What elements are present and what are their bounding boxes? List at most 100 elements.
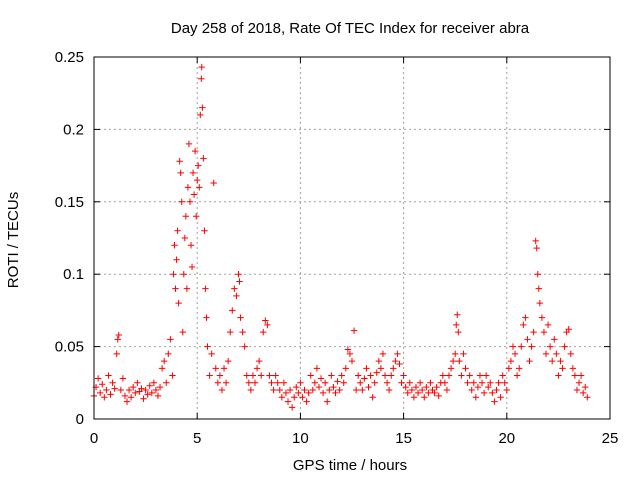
data-point xyxy=(196,184,203,191)
data-point xyxy=(515,365,523,372)
data-point xyxy=(489,389,496,397)
data-point xyxy=(158,365,166,372)
data-point xyxy=(239,328,246,336)
data-point xyxy=(524,336,531,343)
data-point xyxy=(385,386,393,394)
data-point xyxy=(148,389,155,397)
data-point xyxy=(435,392,442,400)
data-point xyxy=(216,372,224,379)
data-point xyxy=(236,278,243,285)
x-tick-label: 5 xyxy=(193,430,201,447)
data-point xyxy=(169,372,176,379)
data-point xyxy=(146,382,153,389)
data-point xyxy=(305,389,312,397)
data-point xyxy=(202,285,209,292)
data-point xyxy=(501,379,508,386)
data-point xyxy=(330,383,337,391)
data-point xyxy=(140,395,147,402)
data-point xyxy=(115,331,122,339)
x-tick-label: 20 xyxy=(498,430,515,447)
data-point xyxy=(170,271,177,278)
data-point xyxy=(123,398,131,405)
data-point xyxy=(144,391,151,398)
data-point xyxy=(503,386,510,394)
y-tick-label: 0.1 xyxy=(63,266,84,283)
data-point xyxy=(485,383,492,391)
data-point xyxy=(482,372,490,379)
data-point xyxy=(412,383,420,391)
data-point xyxy=(497,394,504,401)
data-point xyxy=(535,285,542,292)
data-point xyxy=(394,350,401,358)
data-point xyxy=(266,372,273,379)
data-point xyxy=(530,328,537,336)
data-point xyxy=(559,365,566,372)
data-point xyxy=(455,328,462,336)
data-point xyxy=(359,386,366,394)
y-tick-label: 0.05 xyxy=(55,339,84,356)
data-point xyxy=(577,372,585,379)
data-point xyxy=(160,357,168,365)
data-point xyxy=(184,184,192,191)
data-point xyxy=(176,158,183,165)
data-point xyxy=(165,350,172,358)
y-tick-label: 0 xyxy=(76,411,84,428)
data-point xyxy=(311,379,319,386)
data-point xyxy=(565,326,572,333)
data-point xyxy=(195,162,202,169)
data-point xyxy=(94,375,102,382)
data-point xyxy=(513,372,521,379)
data-point xyxy=(551,336,558,343)
data-point xyxy=(582,383,589,391)
data-point xyxy=(171,242,178,249)
data-point xyxy=(295,389,302,397)
data-point xyxy=(249,372,257,379)
data-point xyxy=(187,242,195,249)
data-point xyxy=(367,372,374,379)
data-point xyxy=(297,379,304,386)
data-point xyxy=(466,372,473,379)
data-point xyxy=(404,389,411,397)
data-point xyxy=(571,372,579,379)
data-point xyxy=(400,372,407,379)
y-tick-label: 0.25 xyxy=(55,49,84,66)
data-point xyxy=(369,394,376,401)
data-point xyxy=(534,271,541,278)
data-point xyxy=(163,379,170,386)
data-point xyxy=(113,350,120,358)
data-point xyxy=(365,383,372,391)
data-point xyxy=(301,386,308,394)
data-point xyxy=(480,389,488,397)
data-point xyxy=(233,292,240,300)
data-point xyxy=(183,285,191,292)
data-point xyxy=(114,336,121,343)
data-point xyxy=(499,372,506,379)
data-point xyxy=(105,372,112,379)
data-point xyxy=(383,379,391,386)
data-point xyxy=(538,314,546,321)
data-point xyxy=(172,285,179,292)
data-point xyxy=(204,343,211,350)
data-point xyxy=(528,343,535,350)
data-point xyxy=(319,389,327,397)
data-point xyxy=(206,372,213,379)
data-point xyxy=(575,379,583,386)
data-point xyxy=(253,365,261,372)
data-point xyxy=(557,357,564,365)
data-point xyxy=(173,256,180,263)
data-point xyxy=(553,350,560,358)
data-point xyxy=(182,213,190,220)
data-point xyxy=(408,386,416,394)
data-point xyxy=(175,299,182,307)
data-point xyxy=(520,321,527,329)
data-point xyxy=(456,357,463,365)
y-tick-label: 0.2 xyxy=(63,121,84,138)
data-point xyxy=(268,379,275,386)
data-point xyxy=(454,311,461,318)
data-point xyxy=(336,386,343,394)
data-point xyxy=(188,263,196,271)
data-point xyxy=(418,386,426,394)
data-point xyxy=(270,386,277,394)
data-point xyxy=(276,386,283,394)
